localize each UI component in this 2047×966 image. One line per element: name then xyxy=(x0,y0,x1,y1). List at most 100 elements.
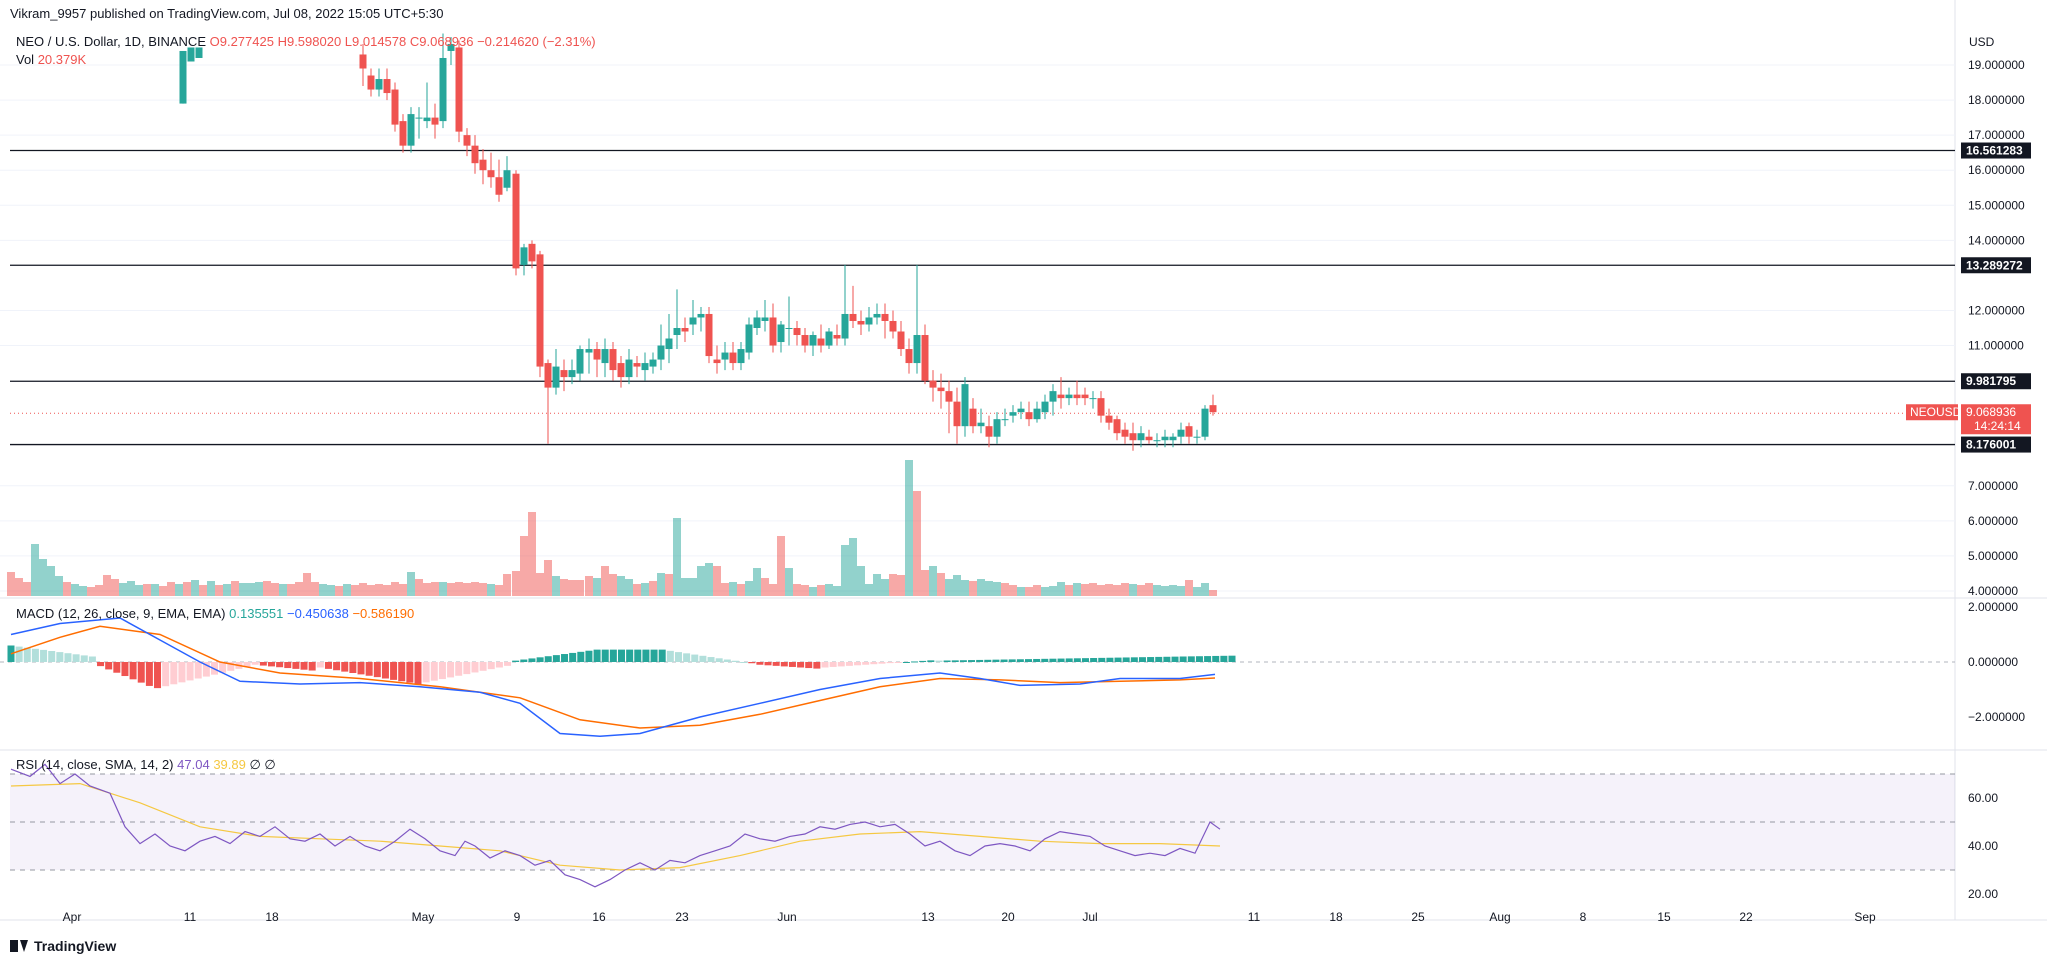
volume-bar xyxy=(183,582,191,596)
volume-bar xyxy=(471,582,479,596)
volume-bar xyxy=(215,585,223,596)
macd-histogram-bar xyxy=(674,652,682,662)
macd-label: MACD (12, 26, close, 9, EMA, EMA) xyxy=(16,606,226,621)
macd-histogram-bar xyxy=(349,662,357,673)
macd-histogram-bar xyxy=(31,648,39,662)
volume-bar xyxy=(969,581,977,596)
macd-histogram-bar xyxy=(552,655,560,662)
macd-histogram-bar xyxy=(788,662,796,667)
macd-histogram-bar xyxy=(1220,655,1228,662)
rsi-tick-label: 60.00 xyxy=(1968,791,1998,805)
macd-histogram-bar xyxy=(414,662,422,684)
candle-body xyxy=(399,121,407,146)
candle-body xyxy=(463,135,471,146)
macd-histogram-bar xyxy=(23,647,31,662)
price-tick-label: 19.000000 xyxy=(1968,58,2025,72)
volume-bar xyxy=(103,575,111,596)
volume-bar xyxy=(1145,583,1153,596)
candle-body xyxy=(849,313,857,321)
macd-histogram-bar xyxy=(976,659,984,662)
volume-bar xyxy=(15,578,23,596)
macd-histogram-bar xyxy=(1187,656,1195,662)
volume-bar xyxy=(721,583,729,596)
candle-body xyxy=(793,328,801,336)
candle-body xyxy=(905,349,913,364)
macd-histogram-bar xyxy=(968,660,976,662)
volume-bar xyxy=(127,581,135,596)
symbol-tag xyxy=(1906,404,1958,421)
rsi-tick-label: 40.00 xyxy=(1968,839,1998,853)
volume-bar xyxy=(697,566,705,596)
candle-body xyxy=(391,89,399,125)
macd-histogram-bar xyxy=(479,662,487,671)
volume-bar xyxy=(673,518,681,596)
time-axis-label: 22 xyxy=(1739,910,1753,924)
volume-bar xyxy=(87,587,95,596)
macd-histogram-bar xyxy=(984,659,992,662)
candle-body xyxy=(447,43,455,51)
footer-brand: TradingView xyxy=(34,938,117,954)
macd-histogram-bar xyxy=(471,662,479,673)
volume-bar xyxy=(753,568,761,596)
candle-body xyxy=(817,338,825,346)
macd-histogram-bar xyxy=(267,662,275,667)
macd-histogram-bar xyxy=(447,662,455,678)
candle-body xyxy=(769,317,777,346)
volume-bar xyxy=(423,583,431,596)
volume-bar xyxy=(689,578,697,596)
volume-bar xyxy=(247,583,255,596)
candle-body xyxy=(705,313,713,357)
candle-body xyxy=(367,75,375,90)
macd-histogram-bar xyxy=(463,662,471,675)
candle-body xyxy=(1153,440,1161,442)
last-price-value: 9.068936 xyxy=(1966,405,2016,419)
macd-histogram-bar xyxy=(398,662,406,682)
candle-body xyxy=(785,328,793,329)
volume-bar xyxy=(487,584,495,596)
macd-line-value: −0.450638 xyxy=(287,606,349,621)
macd-histogram-bar xyxy=(650,649,658,662)
candle-body xyxy=(544,363,552,388)
volume-bar xyxy=(279,584,287,596)
candle-body xyxy=(857,320,865,325)
volume-bar xyxy=(151,584,159,596)
volume-bar xyxy=(713,566,721,596)
volume-bar xyxy=(327,585,335,596)
time-axis-label: 11 xyxy=(184,910,197,924)
macd-histogram-bar xyxy=(886,662,894,664)
macd-histogram-bar xyxy=(97,662,105,667)
tradingview-footer[interactable]: TradingView xyxy=(10,938,116,954)
candle-body xyxy=(1065,394,1073,399)
macd-signal-value: −0.586190 xyxy=(352,606,415,621)
candle-body xyxy=(953,401,961,427)
volume-bar xyxy=(825,584,833,596)
candle-body xyxy=(889,320,897,332)
candle-body xyxy=(415,117,423,119)
candle-body xyxy=(1121,429,1129,437)
macd-histogram-bar xyxy=(1049,658,1057,662)
macd-histogram-bar xyxy=(642,649,650,662)
time-axis-label: 18 xyxy=(265,910,279,924)
volume-bar xyxy=(921,570,929,596)
macd-histogram-bar xyxy=(544,656,552,662)
candle-body xyxy=(187,47,195,62)
volume-bar xyxy=(367,585,375,596)
volume-value: 20.379K xyxy=(37,52,87,67)
volume-bar xyxy=(665,574,673,596)
volume-bar xyxy=(63,582,71,596)
macd-histogram-bar xyxy=(723,659,731,662)
volume-bar xyxy=(199,585,207,596)
currency-label: USD xyxy=(1969,35,1995,49)
volume-bar xyxy=(585,576,593,596)
macd-histogram-bar xyxy=(1122,657,1130,662)
macd-histogram-bar xyxy=(601,649,609,662)
candle-body xyxy=(1081,394,1089,399)
macd-histogram-bar xyxy=(324,662,332,669)
candle-body xyxy=(777,324,785,343)
candle-body xyxy=(601,349,609,364)
candle-body xyxy=(520,247,528,265)
macd-histogram-bar xyxy=(154,662,162,689)
macd-histogram-bar xyxy=(951,660,959,662)
macd-histogram-bar xyxy=(365,662,373,676)
